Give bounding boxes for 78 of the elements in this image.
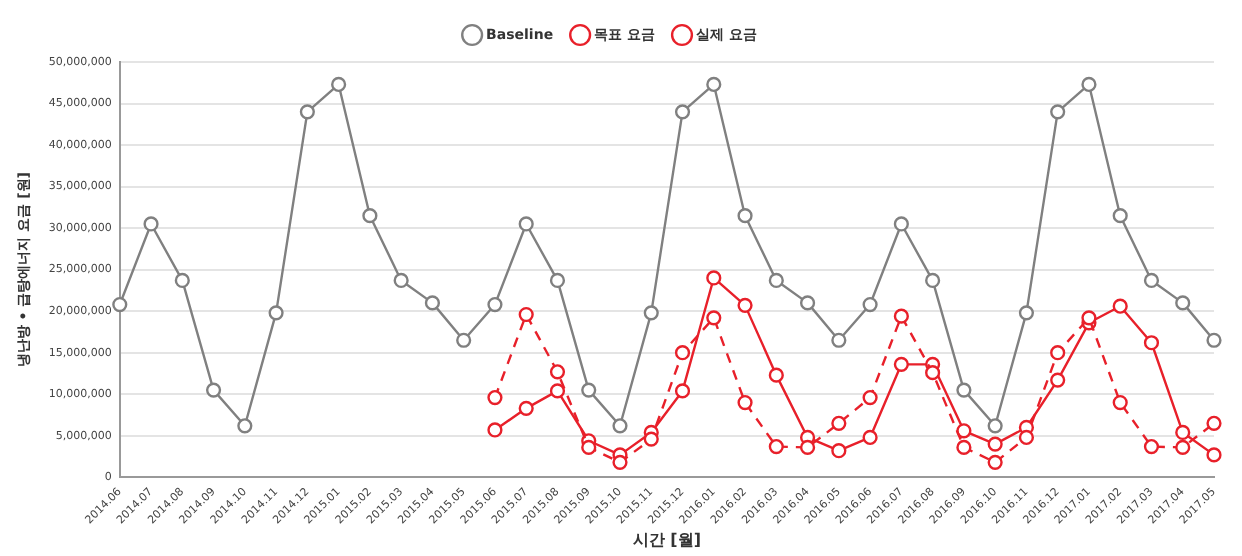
point [393,272,409,289]
point [549,383,566,399]
point [456,332,472,348]
point [143,216,159,232]
point [674,345,691,361]
point [831,415,847,431]
point [268,305,284,321]
point [237,418,253,434]
point [487,389,503,406]
x-axis-title: 시간 [월] [632,530,701,549]
point [831,443,847,459]
point [1112,298,1128,314]
point [1206,447,1222,463]
point [1081,310,1097,326]
point [362,208,378,224]
point [581,439,597,455]
point [893,356,909,372]
point [768,367,784,383]
point [862,389,878,406]
point [706,270,722,286]
point [518,306,534,323]
point [706,310,722,326]
point [893,216,909,232]
point [518,400,534,416]
point [299,104,315,120]
point [1206,332,1222,348]
point [925,272,941,289]
point [1050,345,1066,361]
point [424,295,441,311]
point [831,332,847,348]
point [174,272,190,289]
point [768,438,784,455]
point [1143,438,1160,455]
point [1175,424,1191,441]
point [768,272,784,289]
point [737,208,753,224]
point [925,365,941,381]
point [737,297,753,313]
point [581,382,597,398]
point [643,431,659,447]
point [205,382,222,398]
point [1050,372,1066,388]
point [1112,208,1128,224]
point [674,383,691,399]
point [549,272,566,289]
point [1081,76,1097,93]
point [706,76,722,93]
point [862,429,878,446]
point [518,216,534,232]
point [331,76,347,93]
point [1175,295,1191,311]
point [987,436,1003,452]
point [674,104,691,120]
point [1143,335,1160,351]
point [487,422,503,438]
point [1018,305,1035,321]
point [549,364,566,380]
point [612,454,628,470]
point [862,296,878,313]
point [737,394,753,411]
point [956,382,972,398]
point [1018,429,1035,446]
point [612,418,628,434]
point [643,305,659,321]
point [1050,104,1066,120]
point [799,439,816,455]
point [487,296,503,313]
point [987,418,1003,434]
point [1175,439,1191,455]
point [893,308,909,324]
point [112,296,128,313]
point [1112,394,1128,411]
point [1143,272,1160,289]
point [1206,415,1222,431]
point [956,439,972,455]
point [799,295,816,311]
point [987,454,1003,470]
point [956,423,972,439]
